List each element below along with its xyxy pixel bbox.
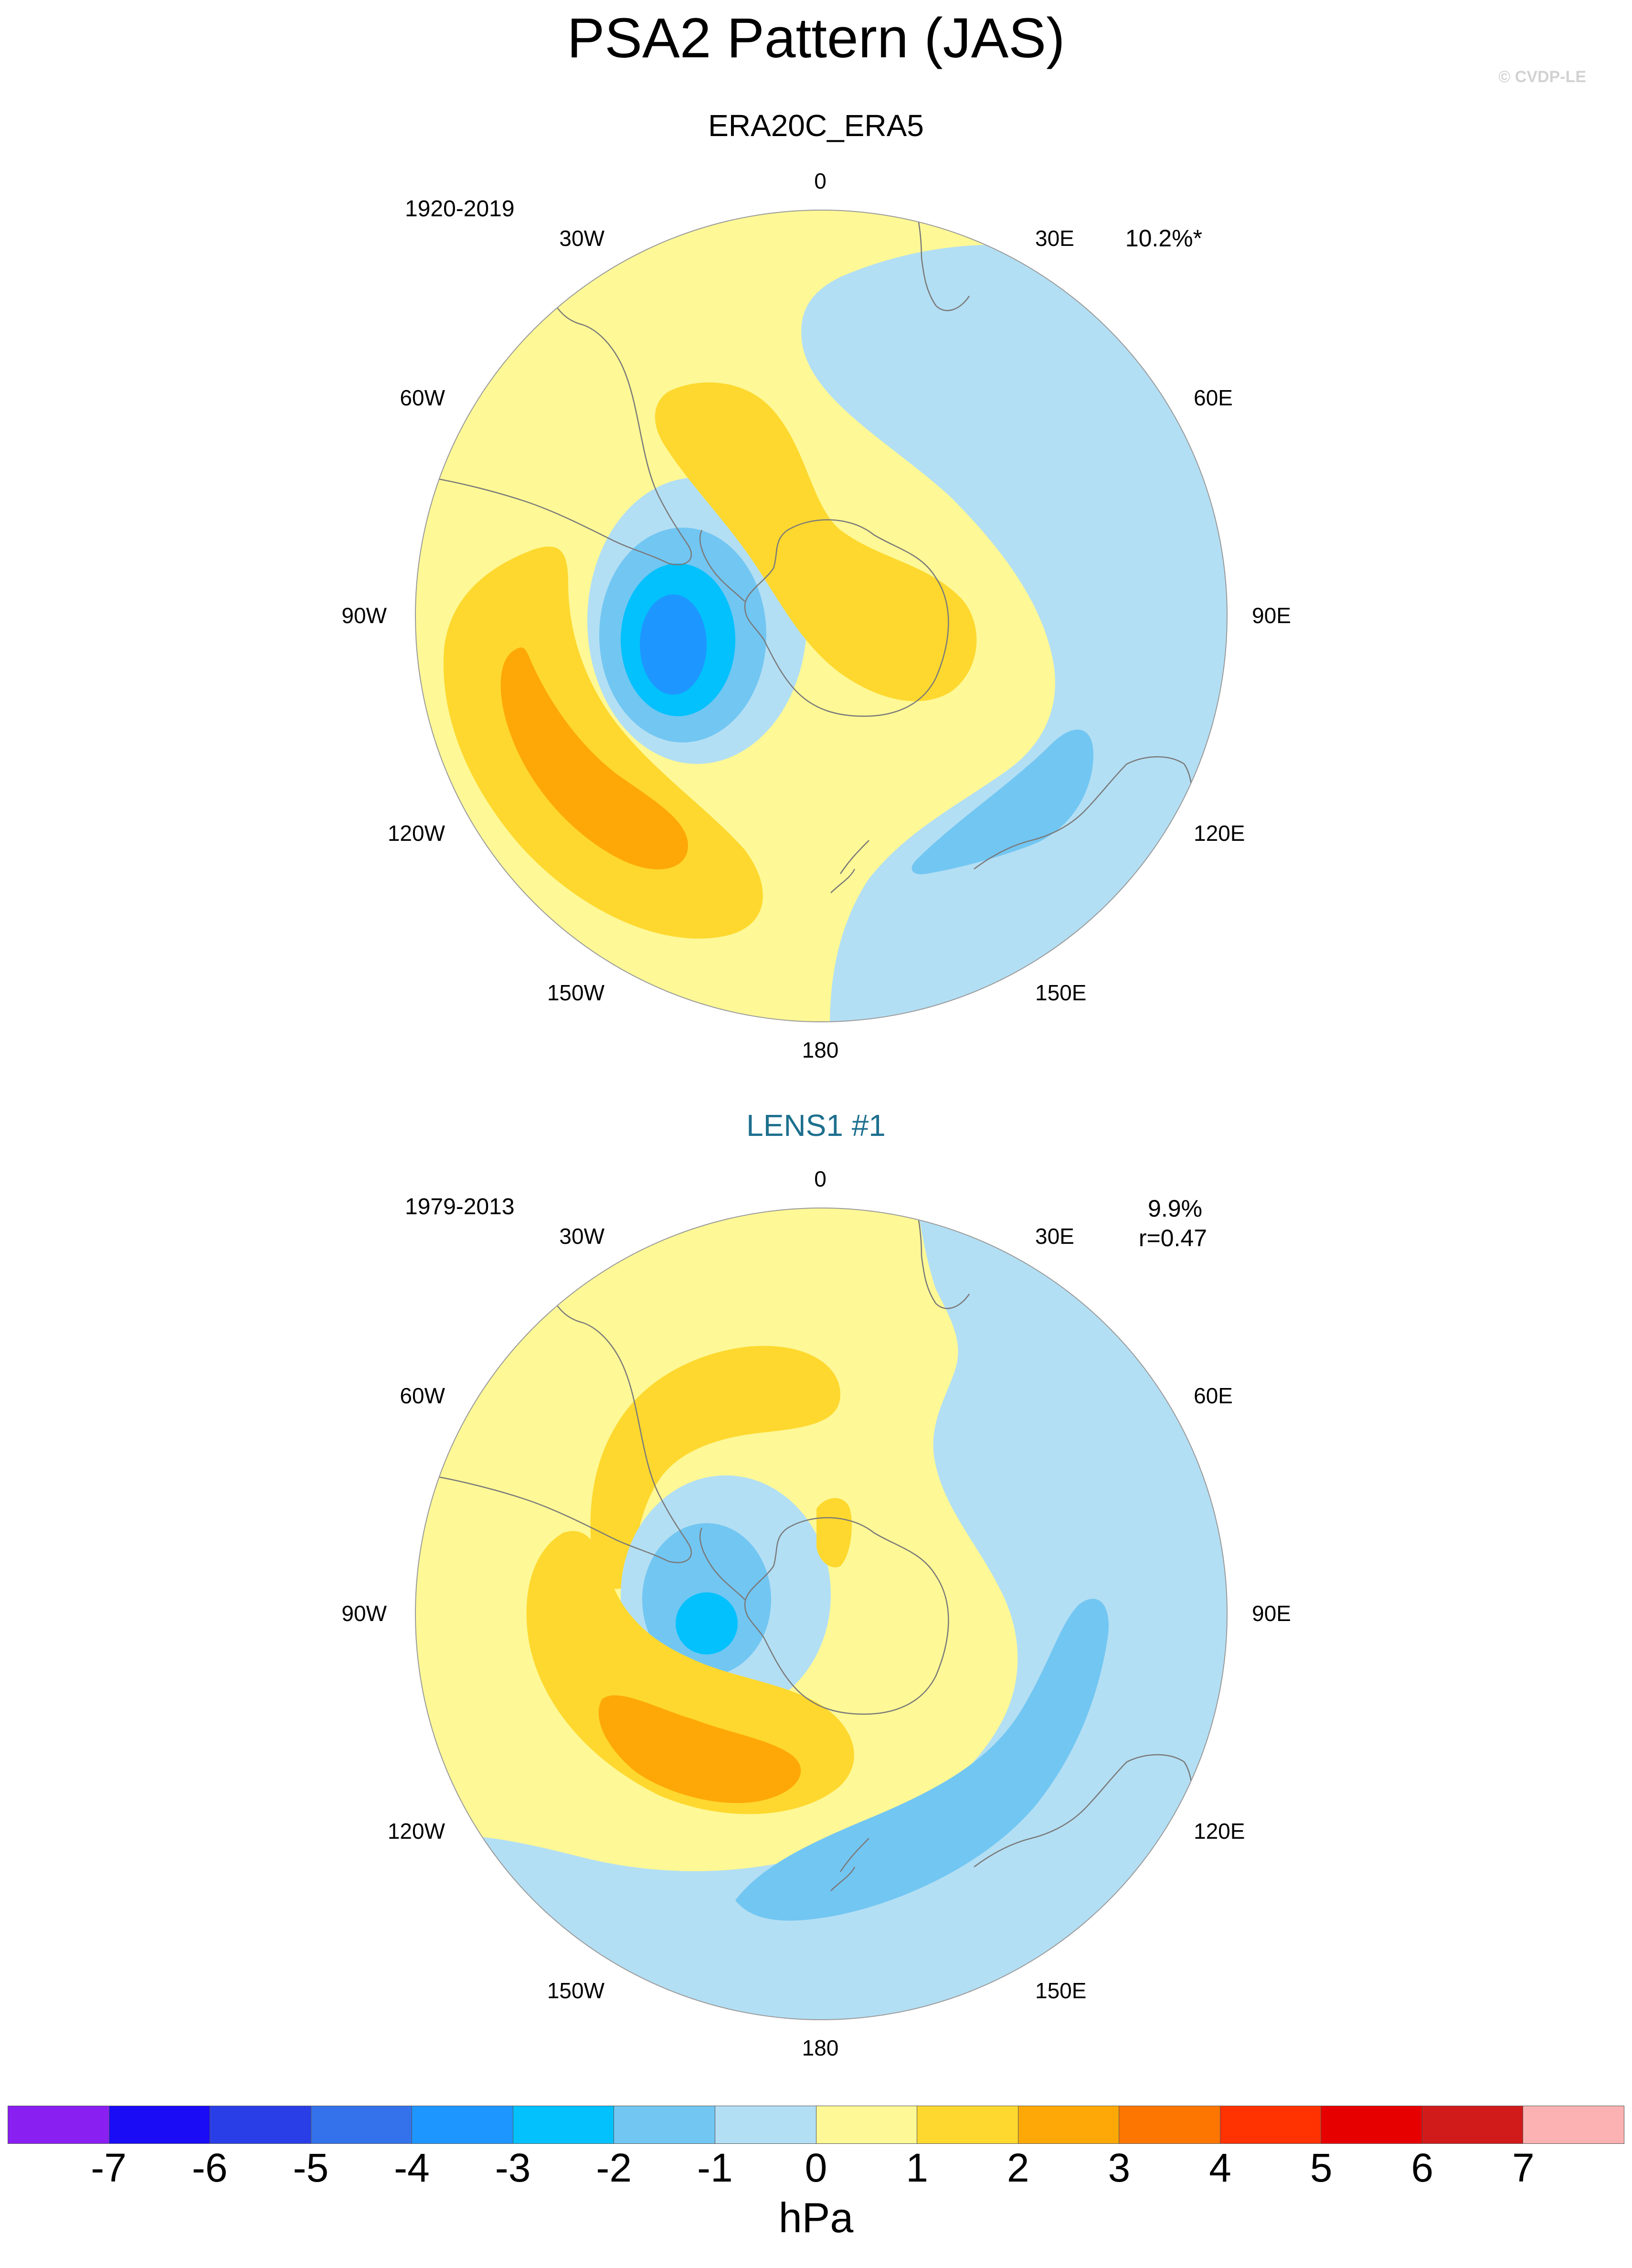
p2-lon-label: 60W (400, 1383, 445, 1408)
p1-fill-pos1-east (655, 382, 977, 701)
colorbar-swatch (1321, 2106, 1422, 2143)
colorbar-swatch (513, 2106, 615, 2143)
credit-watermark: © CVDP-LE (1498, 68, 1586, 86)
panel-2-boundary (415, 1208, 1228, 2020)
panel-1-period: 1920-2019 (405, 196, 515, 222)
colorbar-swatch (1119, 2106, 1220, 2143)
panel-2-title: LENS1 #1 (746, 1108, 886, 1143)
p1-coast-peninsula (699, 530, 745, 602)
colorbar-tick-label: 5 (1310, 2145, 1333, 2190)
colorbar-tick-label: 1 (906, 2145, 928, 2190)
p1-lon-label: 180 (802, 1038, 839, 1062)
colorbar-swatch (1422, 2106, 1524, 2143)
colorbar-tick-label: -7 (91, 2145, 127, 2190)
panel-2-correlation: r=0.47 (1138, 1225, 1207, 1251)
panel-2-map (415, 1208, 1227, 2020)
p2-fill-neg1 (415, 1208, 1227, 2020)
colorbar-swatch (311, 2106, 413, 2143)
p2-fill-pos2-west (598, 1695, 801, 1803)
p1-lon-label: 150E (1035, 980, 1087, 1005)
panel-2-period: 1979-2013 (405, 1194, 515, 1219)
p2-coast-antarctica (744, 1517, 949, 1715)
p2-fill-neg2-band (735, 1599, 1109, 1921)
p2-fill-pos1-arc (590, 1346, 840, 1589)
colorbar-units: hPa (778, 2194, 854, 2241)
p1-lon-label: 90W (341, 603, 387, 628)
colorbar-swatch (715, 2106, 816, 2143)
p2-lon-label: 90W (341, 1601, 387, 1626)
colorbar-tick-label: 6 (1411, 2145, 1434, 2190)
colorbar (8, 2106, 1624, 2144)
colorbar-tick-label: 3 (1108, 2145, 1131, 2190)
p2-lon-label: 180 (802, 2035, 839, 2060)
colorbar-tick-label: 4 (1209, 2145, 1231, 2190)
p1-coast-new-zealand (830, 840, 869, 893)
p2-coast-peninsula (699, 1527, 745, 1600)
colorbar-tick-label: 7 (1512, 2145, 1535, 2190)
p1-lon-label: 120E (1194, 821, 1245, 846)
colorbar-swatch (1220, 2106, 1322, 2143)
p1-lon-label: 30E (1035, 226, 1074, 251)
p2-lon-label: 30W (559, 1224, 604, 1249)
p1-fill-neg2-east (911, 729, 1093, 874)
p1-lon-label: 150W (547, 980, 604, 1005)
p2-fill-neg3-center (676, 1592, 738, 1654)
p2-fill-pos1-east (816, 1498, 852, 1568)
p2-coast-australia (974, 1754, 1193, 1868)
p1-fill-pos2-west (500, 647, 688, 869)
panel-1-pct-variance: 10.2%* (1125, 225, 1202, 252)
p1-coast-australia (974, 756, 1193, 870)
p1-lon-label: 60E (1194, 385, 1233, 410)
p1-lon-label: 0 (814, 169, 827, 193)
p1-lon-label: 60W (400, 385, 445, 410)
colorbar-tick-label: 0 (805, 2145, 827, 2190)
p1-coast-antarctica (744, 519, 949, 717)
p1-lon-label: 120W (387, 821, 445, 846)
p1-fill-neg4-center (640, 594, 707, 695)
colorbar-tick-label: -4 (394, 2145, 430, 2190)
p2-lon-label: 150E (1035, 1978, 1087, 2003)
p1-coast-south-america (429, 291, 692, 565)
panel-2-pct-variance: 9.9% (1148, 1195, 1202, 1222)
colorbar-swatch (1523, 2106, 1624, 2143)
p2-coast-africa (916, 1208, 970, 1309)
colorbar-tick-label: 2 (1007, 2145, 1029, 2190)
p2-lon-label: 30E (1035, 1224, 1074, 1249)
p2-coast-south-america (429, 1289, 692, 1563)
colorbar-tick-label: -6 (191, 2145, 228, 2190)
panel-1-boundary (415, 210, 1228, 1022)
p2-coast-new-zealand (830, 1838, 869, 1891)
colorbar-swatch (8, 2106, 109, 2143)
colorbar-swatch (816, 2106, 918, 2143)
p1-coast-africa (916, 210, 970, 311)
p2-lon-label: 150W (547, 1978, 604, 2003)
p1-fill-neg1 (801, 244, 1227, 1022)
colorbar-swatch (614, 2106, 715, 2143)
colorbar-swatch (210, 2106, 311, 2143)
panel-1-title: ERA20C_ERA5 (708, 108, 924, 143)
p2-fill-pos1-west (526, 1531, 854, 1814)
p2-lon-label: 60E (1194, 1383, 1233, 1408)
colorbar-swatch (917, 2106, 1018, 2143)
figure-title: PSA2 Pattern (JAS) (567, 7, 1065, 70)
p2-lon-label: 90E (1252, 1601, 1291, 1626)
p1-lon-label: 30W (559, 226, 604, 251)
panel-1-map (415, 210, 1227, 1022)
colorbar-tick-label: -5 (293, 2145, 329, 2190)
p2-lon-label: 120E (1194, 1819, 1245, 1844)
colorbar-tick-label: -2 (596, 2145, 632, 2190)
colorbar-swatch (1018, 2106, 1120, 2143)
colorbar-tick-label: -3 (495, 2145, 531, 2190)
colorbar-swatch (412, 2106, 513, 2143)
p2-lon-label: 0 (814, 1166, 827, 1191)
colorbar-swatch (109, 2106, 211, 2143)
p1-lon-label: 90E (1252, 603, 1291, 628)
p2-lon-label: 120W (387, 1819, 445, 1844)
colorbar-tick-label: -1 (697, 2145, 733, 2190)
